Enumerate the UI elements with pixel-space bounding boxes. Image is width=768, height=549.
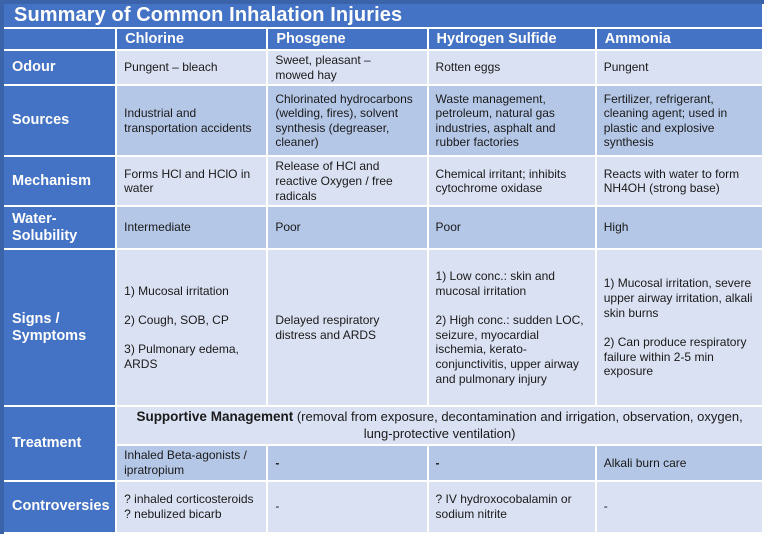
cell-mechanism-hydrogen-sulfide: Chemical irritant; inhibits cytochrome o…	[426, 155, 597, 208]
row-sources: Sources Industrial and transportation ac…	[0, 84, 765, 158]
inhalation-injuries-table: Summary of Common Inhalation Injuries Ch…	[0, 0, 765, 534]
cell-controversies-hydrogen-sulfide: ? IV hydroxocobalamin or sodium nitrite	[426, 479, 597, 534]
cell-signs-ammonia: 1) Mucosal irritation, severe upper airw…	[594, 248, 765, 408]
cell-treatment-phosgene: -	[266, 444, 429, 482]
cell-signs-phosgene: Delayed respiratory distress and ARDS	[266, 248, 429, 408]
title-row: Summary of Common Inhalation Injuries	[1, 1, 764, 29]
cell-odour-hydrogen-sulfide: Rotten eggs	[426, 48, 597, 87]
cell-water-solubility-ammonia: High	[594, 205, 765, 251]
cell-treatment-hydrogen-sulfide: -	[426, 444, 597, 482]
row-label-signs-symptoms: Signs / Symptoms	[0, 248, 118, 408]
col-header-chlorine: Chlorine	[115, 27, 269, 51]
cell-controversies-ammonia: -	[594, 479, 765, 534]
cell-controversies-chlorine: ? inhaled corticosteroids ? nebulized bi…	[115, 479, 269, 534]
row-treatment-specific: Inhaled Beta-agonists / ipratropium - - …	[2, 444, 765, 482]
cell-treatment-ammonia: Alkali burn care	[594, 444, 765, 482]
cell-water-solubility-chlorine: Intermediate	[115, 205, 269, 251]
supportive-management-bold-text: Supportive Management	[136, 409, 294, 425]
cell-sources-chlorine: Industrial and transportation accidents	[115, 84, 269, 158]
column-header-row: Chlorine Phosgene Hydrogen Sulfide Ammon…	[0, 27, 765, 51]
cell-odour-chlorine: Pungent – bleach	[115, 48, 269, 87]
cell-treatment-chlorine: Inhaled Beta-agonists / ipratropium	[115, 444, 269, 482]
cell-odour-phosgene: Sweet, pleasant – mowed hay	[266, 48, 429, 87]
cell-sources-ammonia: Fertilizer, refrigerant, cleaning agent;…	[594, 84, 765, 158]
cell-sources-phosgene: Chlorinated hydrocarbons (welding, fires…	[266, 84, 429, 158]
row-controversies: Controversies ? inhaled corticosteroids …	[0, 479, 765, 534]
col-header-ammonia: Ammonia	[594, 27, 765, 51]
row-label-treatment: Treatment	[0, 405, 118, 482]
row-mechanism: Mechanism Forms HCl and HClO in water Re…	[0, 155, 765, 208]
row-odour: Odour Pungent – bleach Sweet, pleasant –…	[0, 48, 765, 87]
cell-odour-ammonia: Pungent	[594, 48, 765, 87]
row-signs-symptoms: Signs / Symptoms 1) Mucosal irritation 2…	[0, 248, 765, 408]
row-label-controversies: Controversies	[0, 479, 118, 534]
corner-cell	[0, 27, 118, 51]
cell-water-solubility-phosgene: Poor	[266, 205, 429, 251]
row-label-sources: Sources	[0, 84, 118, 158]
cell-signs-hydrogen-sulfide: 1) Low conc.: skin and mucosal irritatio…	[426, 248, 597, 408]
row-label-water-solubility: Water- Solubility	[0, 205, 118, 251]
col-header-hydrogen-sulfide: Hydrogen Sulfide	[426, 27, 597, 51]
cell-mechanism-chlorine: Forms HCl and HClO in water	[115, 155, 269, 208]
col-header-phosgene: Phosgene	[266, 27, 429, 51]
row-water-solubility: Water- Solubility Intermediate Poor Poor…	[0, 205, 765, 251]
row-treatment-banner: Treatment Supportive Management (removal…	[0, 405, 764, 482]
cell-mechanism-ammonia: Reacts with water to form NH4OH (strong …	[594, 155, 765, 208]
cell-signs-chlorine: 1) Mucosal irritation 2) Cough, SOB, CP …	[115, 248, 269, 408]
row-label-mechanism: Mechanism	[0, 155, 118, 208]
page-title: Summary of Common Inhalation Injuries	[1, 1, 764, 29]
cell-mechanism-phosgene: Release of HCl and reactive Oxygen / fre…	[266, 155, 429, 208]
cell-treatment-supportive-management: Supportive Management (removal from expo…	[115, 405, 764, 447]
supportive-management-detail-text: (removal from exposure, decontamination …	[293, 409, 743, 441]
cell-sources-hydrogen-sulfide: Waste management, petroleum, natural gas…	[426, 84, 597, 158]
row-label-odour: Odour	[0, 48, 118, 87]
cell-controversies-phosgene: -	[266, 479, 429, 534]
cell-water-solubility-hydrogen-sulfide: Poor	[426, 205, 597, 251]
